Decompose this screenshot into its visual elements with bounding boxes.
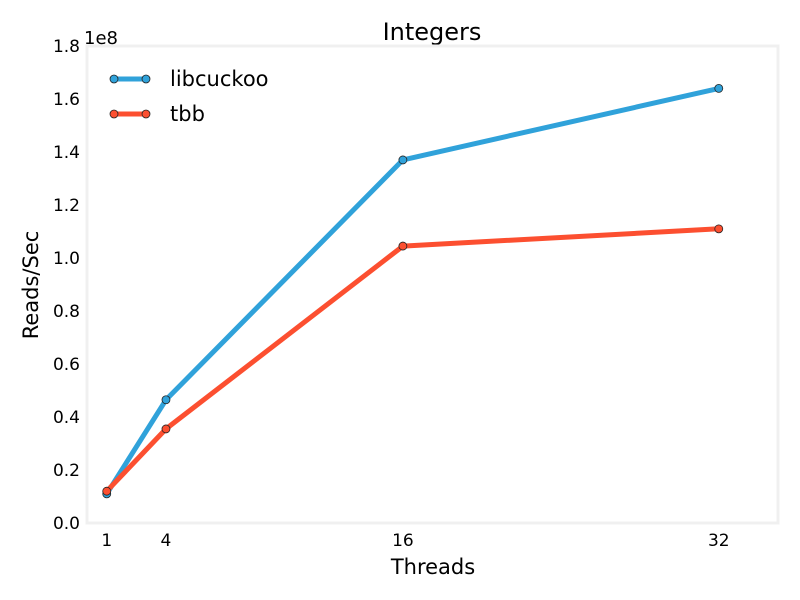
legend: libcuckoo tbb [109,67,269,126]
x-axis-label: Threads [390,555,475,579]
y-tick-label: 0.8 [53,302,80,322]
y-tick-label: 1.6 [53,90,80,110]
x-tick-label: 4 [161,531,172,551]
x-tick-label: 1 [101,531,112,551]
data-point [161,395,171,405]
data-point [714,84,724,93]
legend-label: libcuckoo [170,67,269,91]
y-tick-label: 1.2 [53,196,80,216]
legend-item: tbb [109,102,205,126]
y-tick-label: 1.8 [53,37,80,57]
y-offset-label: 1e8 [84,28,118,49]
series-layer [102,84,724,499]
series-line [104,226,722,494]
y-tick-label: 1.4 [53,143,80,163]
series-tbb [102,224,724,496]
legend-label: tbb [170,102,205,126]
legend-item: libcuckoo [109,67,269,91]
legend-marker [141,74,151,84]
legend-marker [109,109,119,119]
data-point [398,155,408,165]
data-point [398,241,408,251]
legend-marker [109,74,119,84]
plot-frame [85,44,780,525]
x-tick-label: 16 [392,531,414,551]
data-point [161,424,171,434]
y-axis-label: Reads/Sec [19,231,43,340]
y-tick-label: 0.6 [53,355,80,375]
y-tick-label: 0.4 [53,408,80,428]
y-tick-label: 0.2 [53,461,80,481]
legend-marker [141,109,151,119]
series-libcuckoo [102,84,724,499]
x-axis-ticks: 1 4 16 32 [101,531,729,551]
data-point [714,224,724,234]
series-line [104,85,722,497]
data-point [102,486,112,496]
y-tick-label: 1.0 [53,249,80,269]
y-axis-ticks: 0.0 0.2 0.4 0.6 0.8 1.0 1.2 1.4 1.6 1.8 [53,37,80,534]
chart-title: Integers [383,18,482,46]
y-tick-label: 0.0 [53,514,80,534]
x-tick-label: 32 [708,531,730,551]
